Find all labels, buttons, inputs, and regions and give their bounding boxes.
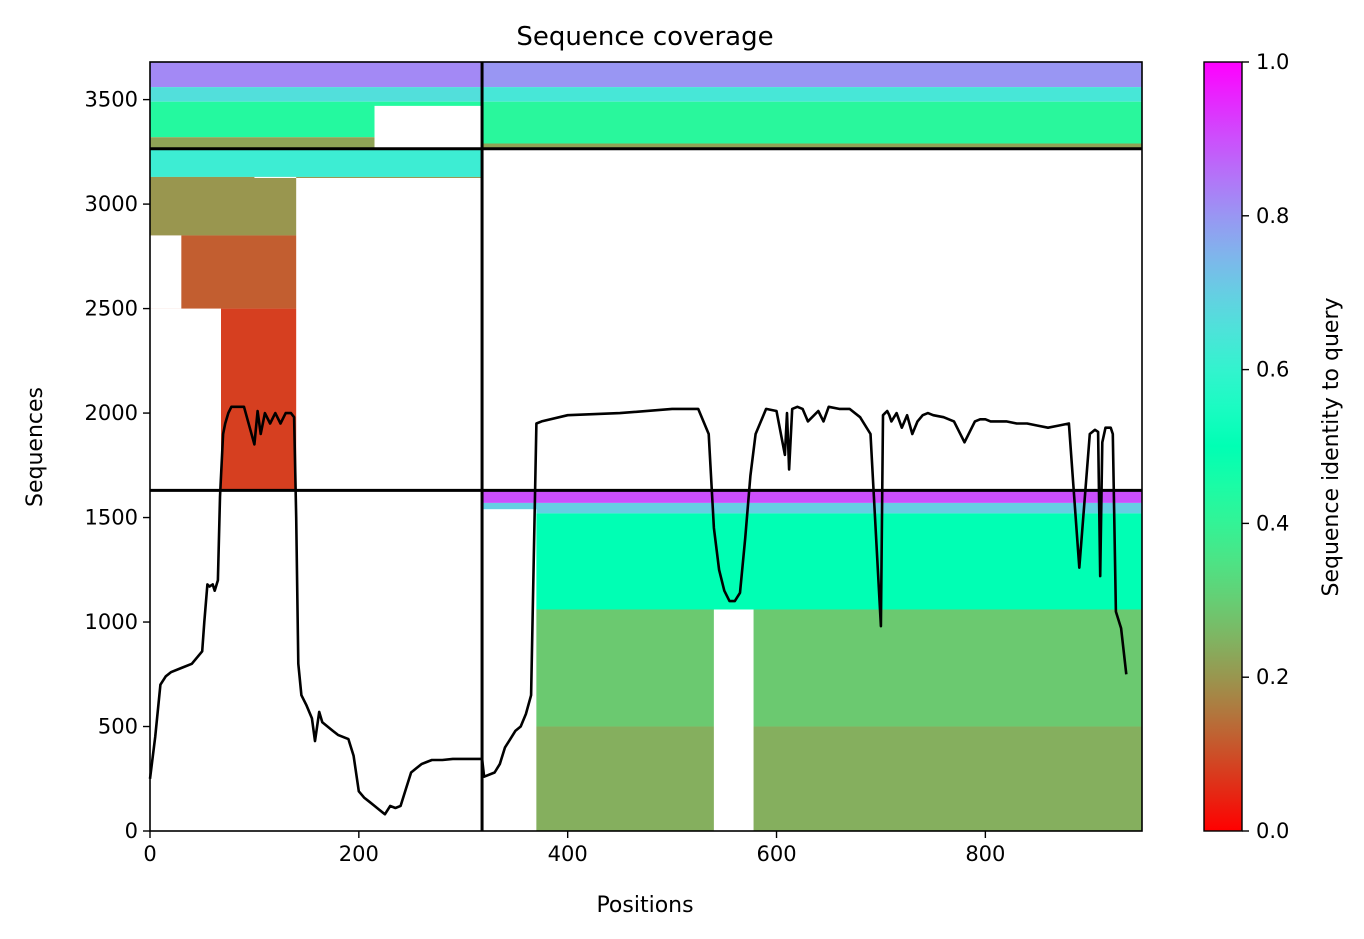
x-tick-label: 800 xyxy=(965,842,1005,866)
colorbar-label: Sequence identity to query xyxy=(1319,297,1344,596)
colorbar-tick-label: 0.6 xyxy=(1256,358,1289,382)
identity-band xyxy=(482,609,1142,727)
identity-band xyxy=(482,101,1142,144)
colorbar-tick-label: 0.0 xyxy=(1256,819,1289,843)
plot-area xyxy=(148,61,1143,832)
identity-band xyxy=(150,87,483,102)
chart-title: Sequence coverage xyxy=(516,22,773,52)
identity-band xyxy=(150,62,483,88)
colorbar-tick-label: 0.8 xyxy=(1256,204,1289,228)
y-tick-label: 3500 xyxy=(85,88,138,112)
empty-region xyxy=(150,308,222,491)
x-tick-label: 200 xyxy=(339,842,379,866)
identity-band xyxy=(150,148,483,177)
y-tick-label: 2500 xyxy=(85,297,138,321)
identity-band xyxy=(482,143,1142,149)
identity-band xyxy=(482,726,1142,831)
plot-frame xyxy=(149,61,1143,832)
y-tick-label: 2000 xyxy=(85,401,138,425)
y-tick-label: 3000 xyxy=(85,192,138,216)
identity-band xyxy=(482,502,1142,514)
identity-band xyxy=(482,513,1142,610)
empty-region xyxy=(296,177,483,491)
x-axis: 0 200 400 600 800 xyxy=(143,831,1005,866)
colorbar-tick-label: 0.2 xyxy=(1256,665,1289,689)
empty-region xyxy=(254,176,297,178)
y-axis: 0 500 1000 1500 2000 2500 3000 3500 xyxy=(85,88,150,843)
x-tick-label: 600 xyxy=(756,842,796,866)
x-axis-label: Positions xyxy=(596,893,693,918)
x-tick-label: 0 xyxy=(143,842,156,866)
chain-2-unpaired-block xyxy=(482,490,1142,831)
identity-band xyxy=(482,87,1142,102)
y-tick-label: 500 xyxy=(98,715,138,739)
colorbar-scale xyxy=(1203,61,1243,832)
colorbar-tick-label: 0.4 xyxy=(1256,511,1289,535)
y-tick-label: 0 xyxy=(125,819,138,843)
empty-region xyxy=(482,509,537,831)
empty-region xyxy=(713,609,754,831)
chain-2-paired-top-block xyxy=(482,62,1142,149)
x-tick-label: 400 xyxy=(548,842,588,866)
y-tick-label: 1000 xyxy=(85,610,138,634)
identity-band xyxy=(482,62,1142,88)
y-tick-label: 1500 xyxy=(85,506,138,530)
colorbar-tick-label: 1.0 xyxy=(1256,50,1289,74)
empty-region xyxy=(374,105,483,149)
coverage-line xyxy=(148,405,1128,816)
identity-band xyxy=(150,137,483,149)
empty-region xyxy=(150,235,182,309)
colorbar: 0.0 0.2 0.4 0.6 0.8 1.0 xyxy=(1203,50,1289,843)
identity-band xyxy=(482,490,1142,503)
y-axis-label: Sequences xyxy=(23,387,48,507)
